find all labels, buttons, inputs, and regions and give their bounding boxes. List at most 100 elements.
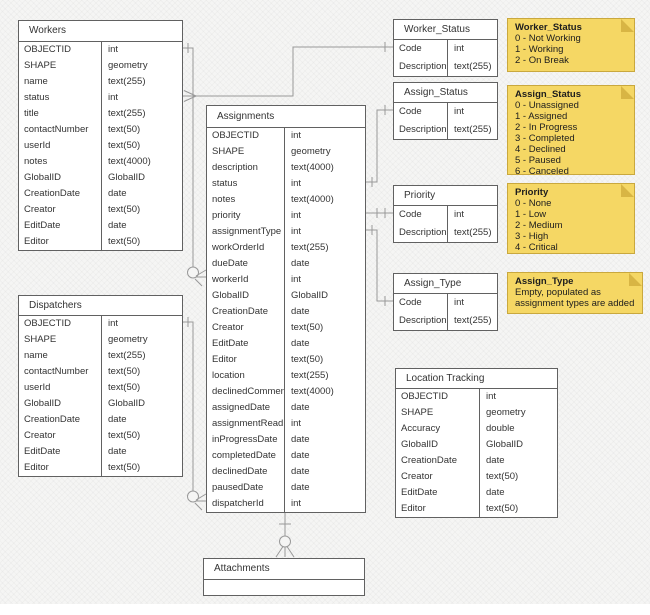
table-row: Creator text(50) [207, 320, 365, 336]
table-row: GlobalID GlobalID [19, 170, 182, 186]
field-name: SHAPE [401, 407, 434, 418]
field-name: GlobalID [24, 172, 61, 183]
entity-assign-type[interactable]: Assign_Type Code int Description text(255) [393, 273, 498, 331]
note-line: 2 - On Break [515, 55, 569, 66]
rel-workers-assignments [183, 43, 207, 287]
table-row: inProgressDate date [207, 432, 365, 448]
field-type: GlobalID [284, 288, 365, 304]
note-line: 0 - Unassigned [515, 100, 579, 111]
note-line: 0 - None [515, 198, 552, 209]
field-type: int [284, 416, 365, 432]
field-name: declinedDate [212, 466, 268, 477]
entity-attachments[interactable]: Attachments [203, 558, 365, 596]
note-line: 2 - Medium [515, 220, 563, 231]
field-type: date [101, 412, 182, 428]
note-priority[interactable]: Priority 0 - None 1 - Low 2 - Medium 3 - Hi… [507, 183, 635, 254]
field-name: assignmentRead [212, 418, 284, 429]
table-row: SHAPE geometry [207, 144, 365, 160]
table-row: pausedDate date [207, 480, 365, 496]
field-name: description [212, 162, 258, 173]
table-row: name text(255) [19, 74, 182, 90]
field-name: workOrderId [212, 242, 265, 253]
field-type: geometry [479, 405, 557, 421]
table-row: dispatcherId int [207, 496, 365, 512]
note-title: Worker_Status [515, 22, 582, 33]
field-type: date [284, 336, 365, 352]
field-name: Code [399, 106, 422, 117]
field-type: text(255) [284, 368, 365, 384]
field-name: SHAPE [24, 334, 57, 345]
table-row: CreationDate date [396, 453, 557, 469]
entity-title: Priority [394, 186, 497, 206]
field-type: int [284, 176, 365, 192]
table-row: name text(255) [19, 348, 182, 364]
entity-location-tracking[interactable]: Location Tracking OBJECTID int SHAPE geomet… [395, 368, 558, 518]
note-line: 5 - Paused [515, 155, 561, 166]
field-type: date [284, 448, 365, 464]
entity-assign-status[interactable]: Assign_Status Code int Description text(255… [393, 82, 498, 140]
note-line: 0 - Not Working [515, 33, 581, 44]
table-row: GlobalID GlobalID [19, 396, 182, 412]
note-title: Assign_Type [515, 276, 574, 287]
table-row: userId text(50) [19, 380, 182, 396]
field-type: int [447, 40, 497, 58]
note-body: 0 - Not Working 1 - Working 2 - On Break [515, 33, 634, 66]
entity-title: Location Tracking [396, 369, 557, 389]
rel-assignments-priority [366, 208, 393, 218]
table-row: status int [207, 176, 365, 192]
field-type: date [284, 432, 365, 448]
field-name: SHAPE [212, 146, 245, 157]
entity-dispatchers[interactable]: Dispatchers OBJECTID int SHAPE geometry name… [18, 295, 183, 477]
note-body: 0 - None 1 - Low 2 - Medium 3 - High 4 - Cri… [515, 198, 634, 253]
field-type: int [479, 389, 557, 405]
note-line: assignment types are added [515, 298, 635, 309]
table-row: assignmentType int [207, 224, 365, 240]
note-assign-type[interactable]: Assign_Type Empty, populated as assignmen… [507, 272, 643, 314]
field-type: text(50) [101, 364, 182, 380]
rel-workers-worker-status [183, 42, 393, 102]
table-row: Code int [394, 40, 497, 58]
field-type: text(50) [101, 202, 182, 218]
field-name: pausedDate [212, 482, 264, 493]
table-row: SHAPE geometry [19, 332, 182, 348]
entity-title: Assign_Type [394, 274, 497, 294]
field-name: GlobalID [24, 398, 61, 409]
field-name: location [212, 370, 245, 381]
entity-fields: Code int Description text(255) [394, 40, 497, 76]
note-title: Assign_Status [515, 89, 581, 100]
entity-fields: Code int Description text(255) [394, 294, 497, 330]
entity-assignments[interactable]: Assignments OBJECTID int SHAPE geometry desc… [206, 105, 366, 513]
field-name: Description [399, 227, 447, 238]
field-name: GlobalID [212, 290, 249, 301]
field-type: text(50) [101, 428, 182, 444]
entity-fields: Code int Description text(255) [394, 206, 497, 242]
field-name: EditDate [24, 446, 61, 457]
field-name: status [212, 178, 238, 189]
field-type: int [284, 496, 365, 512]
entity-worker-status[interactable]: Worker_Status Code int Description text(255… [393, 19, 498, 77]
table-row: CreationDate date [19, 186, 182, 202]
field-name: assignedDate [212, 402, 271, 413]
table-row: workerId int [207, 272, 365, 288]
note-title: Priority [515, 187, 549, 198]
field-type: text(50) [101, 138, 182, 154]
table-row: Description text(255) [394, 224, 497, 242]
field-name: notes [212, 194, 236, 205]
table-row: SHAPE geometry [396, 405, 557, 421]
field-type: date [284, 256, 365, 272]
entity-title: Dispatchers [19, 296, 182, 316]
entity-priority[interactable]: Priority Code int Description text(255) [393, 185, 498, 243]
entity-workers[interactable]: Workers OBJECTID int SHAPE geometry name text… [18, 20, 183, 251]
note-worker-status[interactable]: Worker_Status 0 - Not Working 1 - Working… [507, 18, 635, 72]
note-line: 1 - Assigned [515, 111, 568, 122]
table-row: contactNumber text(50) [19, 122, 182, 138]
field-type: text(50) [479, 469, 557, 485]
note-assign-status[interactable]: Assign_Status 0 - Unassigned 1 - Assigned… [507, 85, 635, 175]
table-row: Code int [394, 206, 497, 224]
field-type: int [284, 128, 365, 144]
table-row: userId text(50) [19, 138, 182, 154]
table-row: Code int [394, 294, 497, 312]
entity-title: Workers [19, 21, 182, 42]
rel-assignments-attachments [275, 510, 295, 558]
note-line: 2 - In Progress [515, 122, 578, 133]
